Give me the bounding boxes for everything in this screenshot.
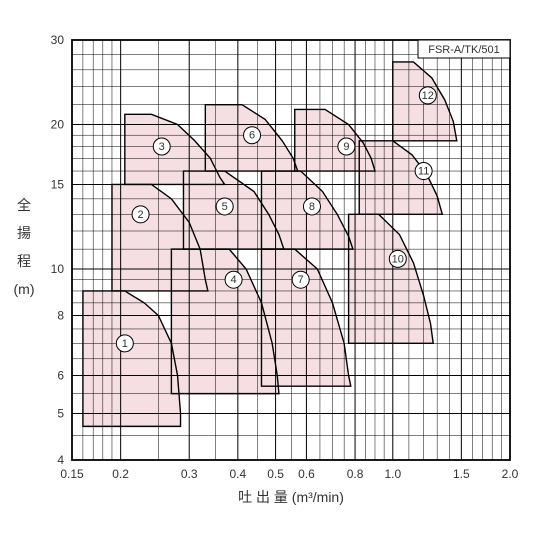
y-tick-label: 20	[51, 118, 65, 132]
x-tick-label: 0.8	[347, 467, 364, 481]
y-tick-label: 4	[57, 453, 64, 467]
region-label: 4	[231, 274, 237, 286]
region-label: 6	[249, 130, 255, 142]
x-tick-label: 1.0	[384, 467, 401, 481]
y-tick-label: 6	[57, 368, 64, 382]
pump-chart: 1234567891011120.150.20.30.40.50.60.81.0…	[0, 0, 544, 544]
region-label: 12	[422, 90, 434, 102]
region-label: 9	[343, 141, 349, 153]
x-tick-label: 0.15	[60, 467, 84, 481]
y-tick-label: 30	[51, 33, 65, 47]
y-axis-label-char: 全	[17, 197, 31, 213]
x-tick-label: 0.6	[298, 467, 315, 481]
y-axis-label-char: (m)	[14, 281, 35, 297]
region-label: 3	[159, 141, 165, 153]
region-label: 8	[309, 201, 315, 213]
x-tick-label: 0.4	[230, 467, 247, 481]
y-tick-label: 15	[51, 177, 65, 191]
y-tick-label: 5	[57, 406, 64, 420]
x-tick-label: 0.5	[267, 467, 284, 481]
chart-canvas: 1234567891011120.150.20.30.40.50.60.81.0…	[0, 0, 544, 544]
region-label: 11	[418, 166, 429, 178]
model-label: FSR-A/TK/501	[428, 44, 500, 56]
y-tick-label: 8	[57, 309, 64, 323]
region-label: 10	[392, 253, 404, 265]
region-label: 7	[298, 274, 304, 286]
region-label: 2	[137, 209, 143, 221]
y-tick-label: 10	[51, 262, 65, 276]
region-label: 1	[122, 338, 128, 350]
x-axis-label: 吐 出 量 (m³/min)	[238, 489, 344, 505]
x-tick-label: 1.5	[453, 467, 470, 481]
x-tick-label: 0.2	[112, 467, 129, 481]
region-label: 5	[222, 201, 228, 213]
x-tick-label: 0.3	[181, 467, 198, 481]
x-tick-label: 2.0	[502, 467, 519, 481]
y-axis-label-char: 程	[17, 253, 31, 269]
y-axis-label-char: 揚	[17, 225, 31, 241]
